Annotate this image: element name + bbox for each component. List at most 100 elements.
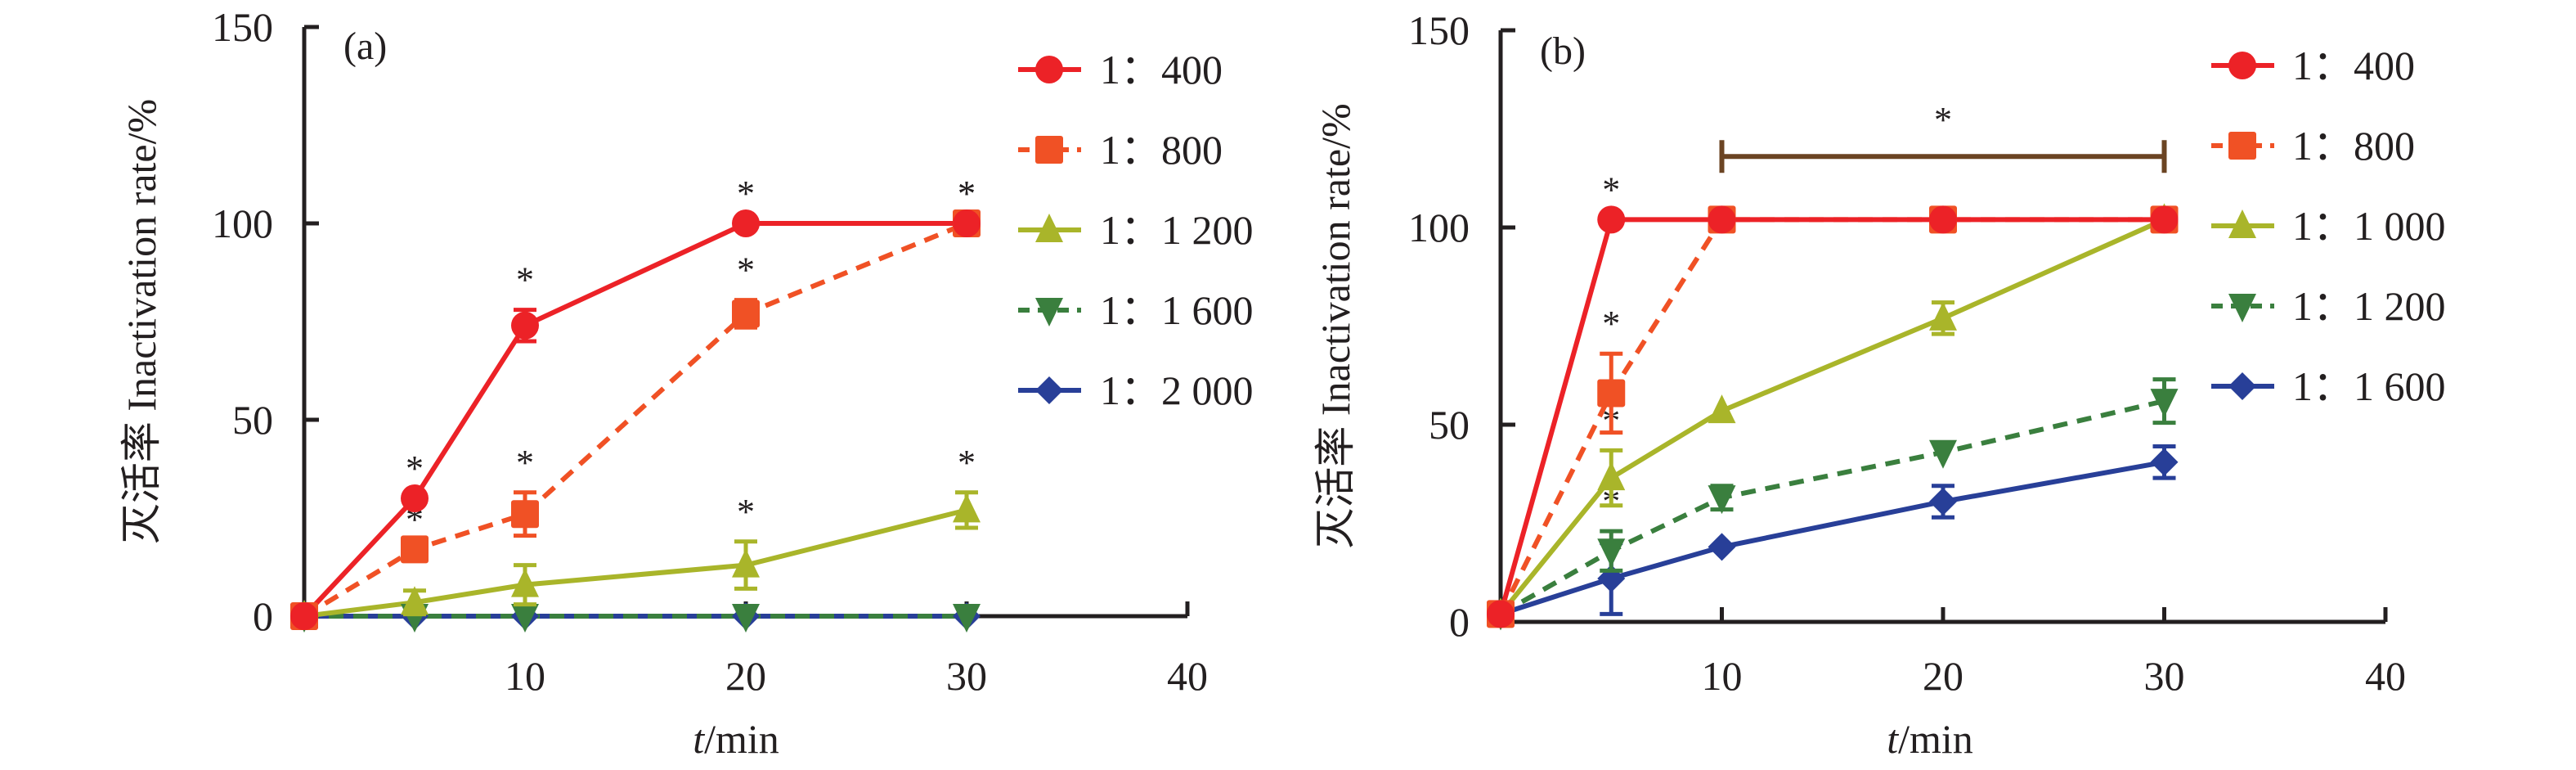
x-tick-label: 40 — [2365, 653, 2406, 699]
x-axis-title: t/min — [693, 716, 779, 762]
data-point — [1708, 205, 1736, 234]
legend-marker-triangle-up — [2228, 209, 2256, 238]
significance-bracket: * — [1719, 100, 2167, 173]
legend-item: 1：400 — [1018, 47, 1223, 92]
data-point — [290, 602, 318, 630]
data-point — [1597, 205, 1626, 234]
series-0: * — [1487, 169, 2179, 628]
data-point — [401, 484, 429, 512]
legend-label: 1：1 000 — [2292, 203, 2446, 249]
x-tick-label: 10 — [505, 653, 545, 699]
data-point — [1708, 394, 1736, 424]
data-point — [1929, 487, 1957, 516]
data-point — [1929, 301, 1957, 331]
data-point — [732, 209, 760, 237]
y-tick-label: 0 — [253, 593, 273, 639]
data-point — [732, 604, 760, 633]
significance-star: * — [1602, 169, 1620, 209]
data-point — [401, 586, 429, 615]
legend-marker-diamond — [1035, 376, 1063, 404]
significance-star: * — [958, 443, 976, 483]
significance-star: * — [406, 448, 424, 489]
series-line-1 — [303, 221, 968, 619]
legend-label: 1：1 600 — [2292, 363, 2446, 409]
data-point — [2150, 205, 2179, 234]
legend-item: 1：800 — [2211, 123, 2415, 169]
data-point — [1597, 538, 1626, 568]
legend-label: 1：1 200 — [1100, 207, 1254, 253]
data-point — [511, 604, 539, 633]
x-tick-label: 20 — [1923, 653, 1963, 699]
series-line-2 — [1498, 217, 2165, 616]
legend-item: 1：1 600 — [2211, 363, 2446, 409]
legend-marker-diamond — [2228, 372, 2256, 400]
legend-label: 1：2 000 — [1100, 367, 1254, 413]
significance-star: * — [958, 173, 976, 214]
legend-marker-triangle-down — [2228, 294, 2256, 322]
legend-label: 1：1 600 — [1100, 287, 1254, 333]
data-point — [2150, 448, 2179, 476]
data-point — [1708, 533, 1736, 561]
data-point — [953, 493, 981, 523]
data-point — [511, 500, 539, 529]
data-point — [1708, 485, 1736, 515]
significance-star: * — [1934, 100, 1952, 140]
significance-star: * — [737, 492, 755, 532]
x-tick-label: 40 — [1167, 653, 1208, 699]
legend-label: 1：400 — [2292, 43, 2415, 88]
panel-label: (a) — [343, 25, 387, 68]
legend-item: 1：800 — [1018, 127, 1223, 173]
data-point — [953, 209, 981, 237]
y-tick-label: 100 — [1408, 205, 1470, 250]
x-tick-label: 30 — [946, 653, 987, 699]
significance-star: * — [737, 250, 755, 290]
legend-marker-triangle-down — [1035, 298, 1063, 326]
legend-item: 1：1 000 — [2211, 203, 2446, 249]
legend-marker-circle — [1035, 56, 1063, 83]
legend-item: 1：2 000 — [1018, 367, 1254, 413]
y-tick-label: 100 — [212, 200, 273, 246]
data-point — [1929, 439, 1957, 469]
x-tick-label: 30 — [2144, 653, 2185, 699]
series-0: *** * — [290, 173, 981, 630]
data-point — [732, 299, 760, 328]
data-point — [1929, 205, 1957, 234]
legend-item: 1：1 200 — [2211, 283, 2446, 329]
y-axis-title: 灭活率 Inactivation rate/% — [119, 99, 164, 544]
significance-star: * — [516, 260, 534, 300]
legend-item: 1：1 600 — [1018, 287, 1254, 333]
legend-label: 1：800 — [1100, 127, 1223, 173]
x-axis-title-variable: t — [693, 716, 705, 762]
series-line-1 — [1498, 217, 2165, 615]
panel-b: 0 50 100 150 10 20 30 40 灭活率 Inactivation rate/%… — [1313, 7, 2446, 762]
data-point — [1487, 600, 1515, 628]
x-axis-title-unit: /min — [704, 716, 779, 762]
legend-label: 1：400 — [1100, 47, 1223, 92]
legend-marker-square — [2228, 132, 2256, 160]
panel-a: 0 50 100 150 10 20 30 40 灭活率 Inactivation rate/%… — [119, 4, 1254, 762]
series-4 — [1487, 444, 2179, 628]
x-tick-label: 10 — [1702, 653, 1743, 699]
y-axis-title: 灭活率 Inactivation rate/% — [1313, 103, 1358, 548]
data-point — [401, 535, 429, 564]
legend-item: 1：400 — [2211, 43, 2415, 88]
data-point — [1597, 462, 1626, 491]
legend-label: 1：1 200 — [2292, 283, 2446, 329]
data-point — [2150, 389, 2179, 418]
data-point — [732, 548, 760, 578]
legend-marker-circle — [2228, 52, 2256, 79]
y-tick-label: 50 — [1429, 402, 1470, 448]
series-2: ** — [290, 443, 981, 628]
data-point — [1597, 379, 1626, 408]
y-tick-label: 150 — [1408, 7, 1470, 53]
legend-item: 1：1 200 — [1018, 207, 1254, 253]
y-tick-label: 150 — [212, 4, 273, 50]
x-axis-title: t/min — [1887, 716, 1973, 762]
series-line-0 — [1498, 217, 2165, 615]
significance-star: * — [958, 173, 976, 214]
data-point — [953, 604, 981, 633]
significance-star: * — [737, 173, 755, 214]
y-tick-label: 0 — [1449, 599, 1470, 645]
x-tick-label: 20 — [725, 653, 766, 699]
